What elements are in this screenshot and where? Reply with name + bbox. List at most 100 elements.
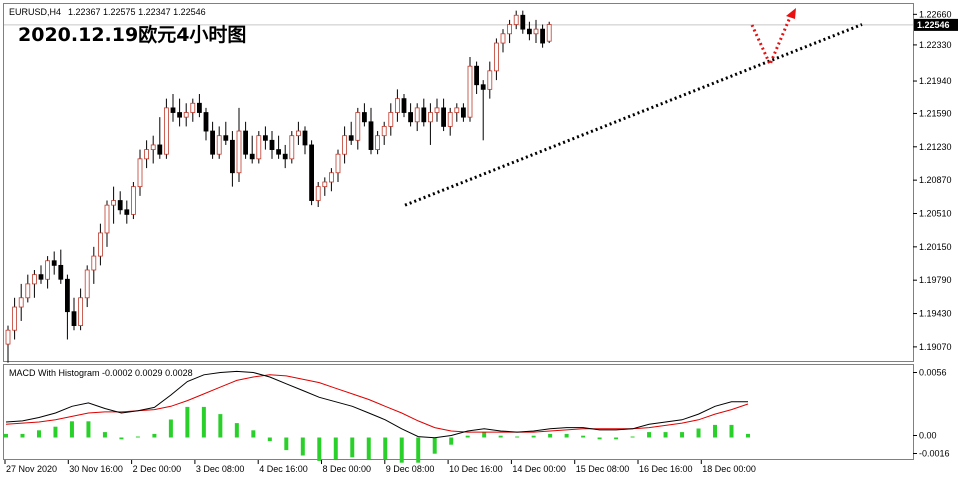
macd-histogram-bar [366, 437, 371, 460]
macd-histogram-bar [300, 437, 305, 456]
candle-bear [302, 130, 308, 146]
time-tick-label: 2 Dec 00:00 [133, 464, 182, 474]
candle-bull [533, 28, 539, 35]
macd-histogram-bar [696, 428, 701, 438]
candle-bear [170, 107, 176, 113]
candle-bull [144, 149, 150, 160]
macd-histogram-bar [36, 430, 41, 438]
main-chart-plot [4, 8, 913, 363]
macd-histogram-bar [548, 433, 553, 438]
candle-bull [104, 204, 110, 234]
time-tick-label: 27 Nov 2020 [6, 464, 57, 474]
macd-histogram-bar [399, 437, 404, 463]
macd-histogram-bar [119, 437, 124, 440]
candle-bull [12, 306, 18, 331]
candle-bull [78, 297, 83, 326]
price-tick-label: 1.20870 [919, 175, 952, 185]
candle-bear [480, 84, 486, 90]
candle-bear [58, 264, 64, 280]
macd-histogram-bar [185, 406, 190, 438]
macd-histogram-bar [630, 436, 635, 438]
time-tick-label: 8 Dec 00:00 [323, 464, 372, 474]
candle-bull [289, 135, 295, 160]
macd-histogram-bar [69, 421, 74, 438]
macd-histogram-bar [663, 432, 668, 438]
candle-bull [5, 329, 11, 345]
macd-histogram-bar [333, 437, 338, 460]
candle-bull [513, 14, 519, 25]
candle-bear [196, 102, 202, 113]
candle-bear [309, 144, 315, 201]
candle-bull [216, 135, 222, 155]
macd-histogram-bar [102, 432, 107, 438]
macd-scale-label: -0.0016 [919, 449, 950, 459]
candle-bull [454, 107, 460, 113]
candle-bull [25, 283, 31, 299]
macd-histogram-bar [515, 436, 520, 438]
time-tick-label: 9 Dec 08:00 [386, 464, 435, 474]
candle-bull [381, 126, 387, 137]
candle-bear [157, 144, 163, 155]
time-axis: 27 Nov 2020 30 Nov 16:00 2 Dec 00:00 3 Dec … [4, 460, 756, 474]
macd-histogram-bar [267, 437, 272, 442]
price-tick-label: 1.22330 [919, 40, 952, 50]
macd-histogram-bar [449, 437, 454, 445]
candle-bear [421, 107, 427, 123]
candle-bear [460, 107, 466, 118]
candle-bull [98, 232, 103, 257]
candle-bull [388, 112, 394, 127]
arrow-head [786, 8, 796, 19]
current-price-label: 1.22546 [917, 20, 950, 30]
macd-histogram-bar [20, 433, 25, 438]
macd-histogram-bar [482, 432, 487, 438]
symbol-label: EURUSD,H4 [9, 7, 61, 17]
candle-bear [117, 200, 123, 211]
candle-bull [487, 70, 493, 90]
ohlc-label: 1.22367 1.22575 1.22347 1.22546 [68, 7, 206, 17]
candle-bear [361, 112, 367, 123]
candle-bear [527, 28, 532, 35]
time-tick-label: 16 Dec 16:00 [639, 464, 693, 474]
candle-bear [229, 139, 235, 174]
candle-bull [256, 135, 262, 160]
candle-bull [137, 158, 143, 188]
candle-bull [111, 200, 116, 206]
time-tick-label: 14 Dec 00:00 [512, 464, 566, 474]
macd-scale: 0.0056 0.00 -0.0016 [913, 368, 950, 459]
candle-bull [84, 269, 90, 299]
price-tick-label: 1.20510 [919, 208, 952, 218]
price-tick-label: 1.21940 [919, 76, 952, 86]
macd-histogram-bar [498, 435, 503, 438]
macd-label: MACD With Histogram -0.0002 0.0029 0.002… [9, 368, 193, 378]
macd-histogram-bar [713, 424, 718, 438]
price-tick-label: 1.21230 [919, 142, 952, 152]
candle-bull [394, 98, 400, 113]
macd-histogram-bar [564, 433, 569, 438]
candle-bull [355, 112, 361, 141]
macd-histogram-bar [218, 414, 223, 438]
candle-bull [315, 186, 321, 201]
candle-bear [223, 135, 229, 141]
candle-bear [408, 112, 414, 123]
macd-histogram-bar [201, 406, 206, 438]
price-tick-label: 1.22660 [919, 9, 952, 19]
candle-bear [65, 278, 70, 313]
candle-bull [467, 65, 473, 118]
candle-bull [335, 153, 341, 174]
candle-bull [546, 24, 552, 42]
candle-bull [91, 255, 97, 271]
candle-bull [32, 274, 37, 285]
candle-bull [427, 112, 433, 123]
candle-bear [38, 274, 44, 280]
candle-bull [375, 135, 381, 150]
trendline [404, 23, 863, 207]
macd-signal-line [5, 374, 749, 433]
candle-bull [447, 112, 453, 127]
candle-bull [322, 181, 328, 188]
macd-plot [4, 370, 750, 463]
macd-histogram-bar [152, 433, 157, 438]
candle-bear [51, 260, 57, 266]
macd-histogram-bar [168, 419, 173, 438]
